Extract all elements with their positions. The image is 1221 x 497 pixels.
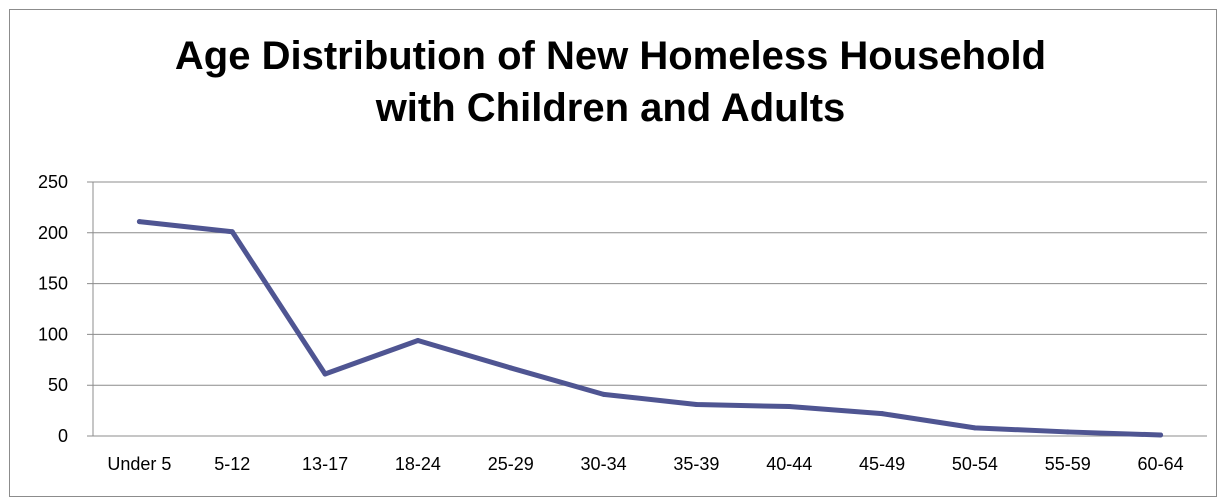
y-tick-label: 100 bbox=[38, 324, 68, 344]
data-point bbox=[1158, 432, 1164, 438]
x-axis-ticks: Under 5 5-12 13-17 18-24 25-29 30-34 35-39 40-4… bbox=[107, 454, 1183, 474]
data-point bbox=[693, 402, 699, 408]
gridlines bbox=[87, 181, 1207, 437]
chart-title: Age Distribution of New Homeless Househo… bbox=[0, 30, 1221, 134]
chart-title-line-2: with Children and Adults bbox=[375, 86, 846, 130]
x-tick-label: 55-59 bbox=[1045, 454, 1091, 474]
x-tick-label: 30-34 bbox=[581, 454, 627, 474]
data-point bbox=[322, 371, 328, 377]
x-tick-label: 50-54 bbox=[952, 454, 998, 474]
chart-frame bbox=[9, 9, 1217, 497]
x-tick-label: Under 5 bbox=[107, 454, 171, 474]
data-point bbox=[136, 219, 142, 225]
x-tick-label: 5-12 bbox=[214, 454, 250, 474]
data-point bbox=[415, 337, 421, 343]
data-point bbox=[229, 229, 235, 235]
x-tick-label: 13-17 bbox=[302, 454, 348, 474]
x-tick-label: 35-39 bbox=[673, 454, 719, 474]
y-tick-label: 250 bbox=[38, 172, 68, 192]
x-tick-label: 45-49 bbox=[859, 454, 905, 474]
y-tick-label: 150 bbox=[38, 274, 68, 294]
x-tick-label: 40-44 bbox=[766, 454, 812, 474]
y-tick-label: 50 bbox=[48, 375, 68, 395]
data-point bbox=[786, 404, 792, 410]
data-point bbox=[1065, 429, 1071, 435]
x-tick-label: 25-29 bbox=[488, 454, 534, 474]
series-layer bbox=[136, 219, 1164, 438]
y-axis-ticks: 0 50 100 150 200 250 bbox=[38, 172, 68, 446]
y-tick-label: 200 bbox=[38, 223, 68, 243]
y-tick-label: 0 bbox=[58, 426, 68, 446]
data-point bbox=[508, 365, 514, 371]
x-tick-label: 18-24 bbox=[395, 454, 441, 474]
series-line-0 bbox=[136, 219, 1164, 438]
chart-title-line-1: Age Distribution of New Homeless Househo… bbox=[174, 34, 1047, 78]
x-tick-label: 60-64 bbox=[1138, 454, 1184, 474]
data-point bbox=[972, 425, 978, 431]
data-point bbox=[601, 391, 607, 397]
data-point bbox=[879, 411, 885, 417]
